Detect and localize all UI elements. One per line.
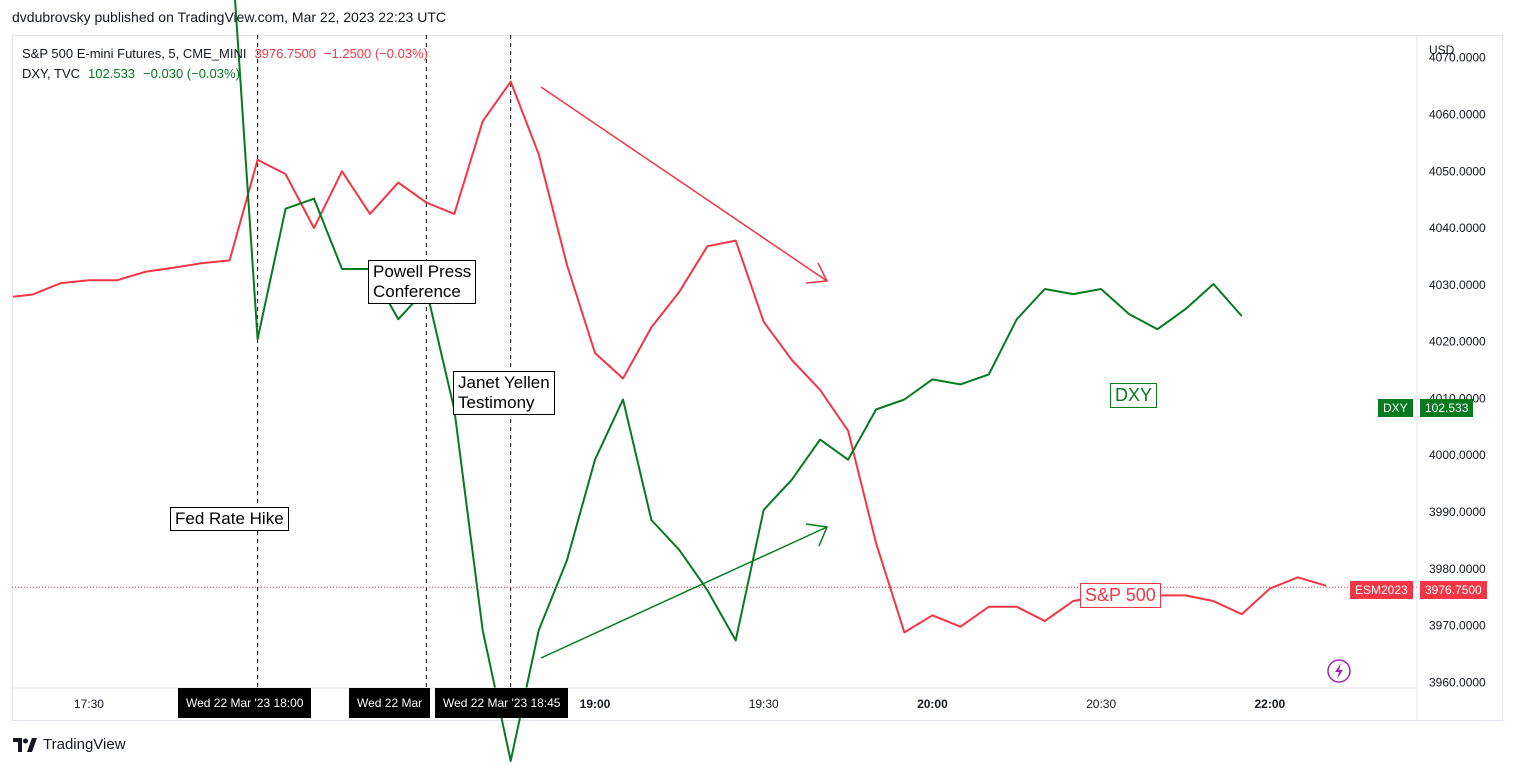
x-tick-label: 20:00 (917, 697, 948, 711)
x-tick-label: 20:30 (1086, 697, 1116, 711)
x-tick-label: 17:30 (74, 697, 104, 711)
currency-label: USD (1429, 43, 1455, 57)
y-tick-label: 4050.0000 (1429, 164, 1486, 178)
legend-dxy-symbol: DXY, TVC (22, 66, 81, 81)
downtrend-arrow (540, 86, 828, 282)
legend-es[interactable]: S&P 500 E-mini Futures, 5, CME_MINI 3976.… (22, 46, 428, 61)
sp500-line (12, 80, 1327, 634)
legend-es-symbol: S&P 500 E-mini Futures, 5, CME_MINI (22, 46, 247, 61)
annotation-janet-yellen-testimony[interactable]: Janet Yellen Testimony (453, 371, 555, 415)
x-tick-label: 19:30 (749, 697, 779, 711)
tradingview-footer[interactable]: TradingView (13, 736, 126, 753)
tradingview-logo-icon (13, 737, 37, 752)
annotation-sp500-label[interactable]: S&P 500 (1080, 583, 1161, 608)
y-tick-label: 3980.0000 (1429, 562, 1486, 576)
time-tag-powell: Wed 22 Mar (349, 688, 431, 718)
legend-es-last: 3976.7500 (254, 46, 316, 61)
legend-dxy[interactable]: DXY, TVC 102.533 −0.030 (−0.03%) (22, 66, 240, 81)
y-tick-label: 4040.0000 (1429, 221, 1486, 235)
downtrend-arrowhead (805, 262, 829, 284)
publisher-header: dvdubrovsky published on TradingView.com… (12, 9, 446, 25)
legend-es-change: −1.2500 (−0.03%) (323, 46, 428, 61)
chart-frame[interactable] (12, 35, 1503, 721)
annotation-powell-press-conference[interactable]: Powell Press Conference (368, 260, 477, 304)
y-tick-label: 4030.0000 (1429, 278, 1486, 292)
dxy-price-tag: 102.533 (1420, 399, 1474, 417)
x-tick-label: 22:00 (1254, 697, 1285, 711)
es-symbol-tag: ESM2023 (1350, 581, 1413, 599)
uptrend-arrow (540, 526, 828, 659)
y-tick-label: 4000.0000 (1429, 448, 1486, 462)
legend-dxy-last: 102.533 (88, 66, 136, 81)
time-tag-1845: Wed 22 Mar '23 18:45 (435, 688, 569, 718)
dxy-symbol-tag: DXY (1378, 399, 1413, 417)
y-tick-label: 3960.0000 (1429, 675, 1486, 689)
dxy-line (234, 0, 1243, 762)
uptrend-arrowhead (805, 523, 829, 547)
y-tick-label: 3970.0000 (1429, 619, 1486, 633)
legend-dxy-change: −0.030 (−0.03%) (143, 66, 240, 81)
time-tag-1800: Wed 22 Mar '23 18:00 (178, 688, 312, 718)
y-tick-label: 3990.0000 (1429, 505, 1486, 519)
annotation-fed-rate-hike[interactable]: Fed Rate Hike (170, 507, 289, 531)
lightning-icon[interactable] (1327, 659, 1351, 683)
y-tick-label: 4020.0000 (1429, 335, 1486, 349)
es-price-tag: 3976.7500 (1420, 581, 1487, 599)
y-tick-label: 4060.0000 (1429, 107, 1486, 121)
y-tick-label: 4070.0000 (1429, 51, 1486, 65)
annotation-dxy-label[interactable]: DXY (1110, 383, 1158, 408)
x-tick-label: 19:00 (580, 697, 611, 711)
tradingview-brand: TradingView (43, 736, 126, 753)
